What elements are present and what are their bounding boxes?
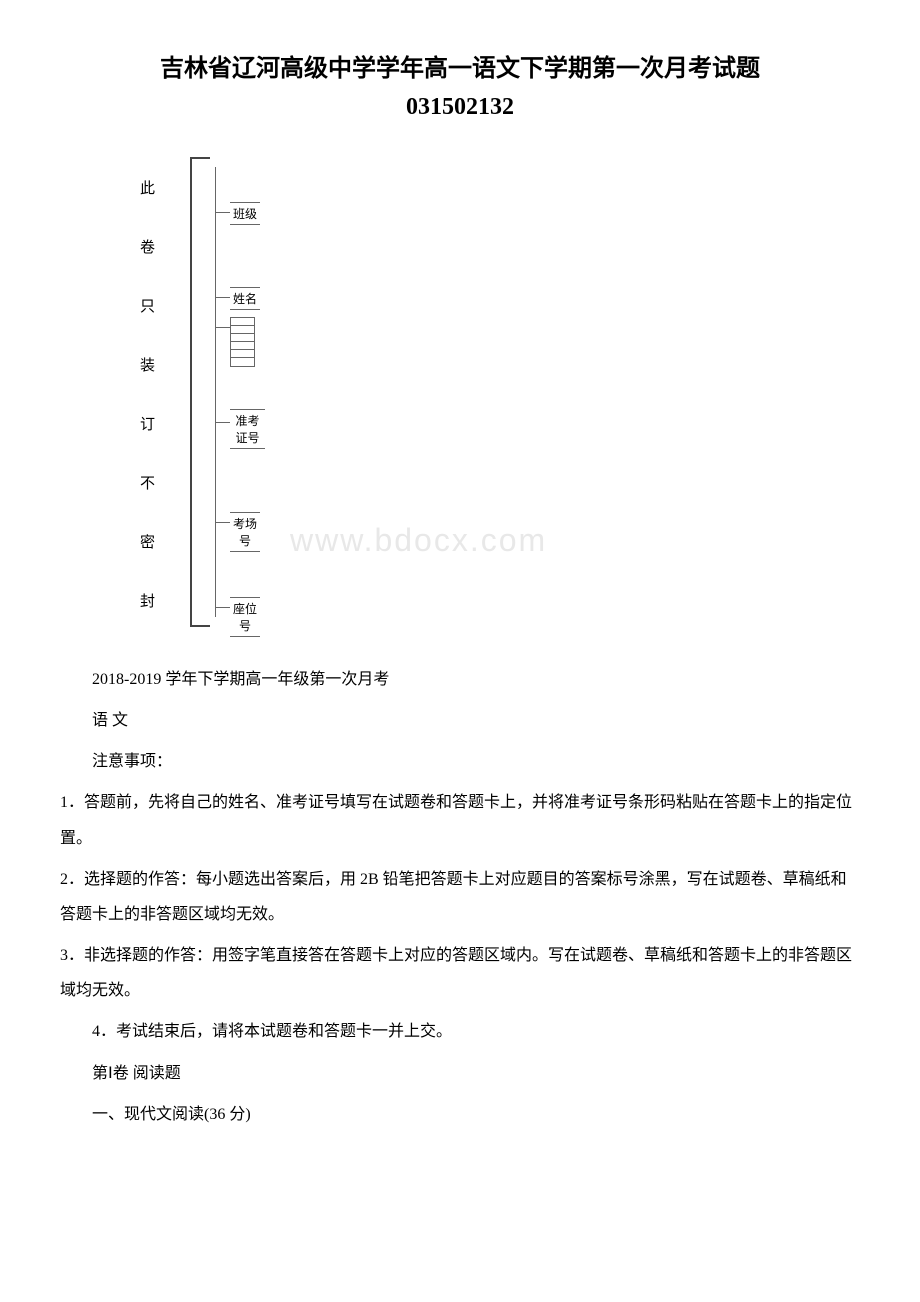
- connector-h-4: [215, 422, 230, 423]
- title-line-2: 031502132: [60, 88, 860, 126]
- field-room: 考场号: [230, 512, 260, 552]
- field-name: 姓名: [230, 287, 260, 310]
- paragraph-0: 2018-2019 学年下学期高一年级第一次月考: [60, 662, 860, 697]
- title-line-1: 吉林省辽河高级中学学年高一语文下学期第一次月考试题: [60, 50, 860, 88]
- connector-h-6: [215, 607, 230, 608]
- label-6: 密: [140, 531, 155, 552]
- paragraph-1: 语 文: [60, 703, 860, 738]
- paragraph-4: 2．选择题的作答：每小题选出答案后，用 2B 铅笔把答题卡上对应题目的答案标号涂…: [60, 862, 860, 932]
- connector-main-v: [215, 167, 216, 617]
- field-class: 班级: [230, 202, 260, 225]
- field-exam-number-grid: [230, 317, 255, 367]
- bracket-vertical: [190, 157, 192, 627]
- connector-h-3: [215, 327, 230, 328]
- label-7: 封: [140, 590, 155, 611]
- paragraph-2: 注意事项：: [60, 744, 860, 779]
- bracket-bottom-tick: [190, 625, 210, 627]
- paragraph-8: 一、现代文阅读(36 分): [60, 1097, 860, 1132]
- label-1: 卷: [140, 236, 155, 257]
- paragraph-3: 1．答题前，先将自己的姓名、准考证号填写在试题卷和答题卡上，并将准考证号条形码粘…: [60, 785, 860, 855]
- label-2: 只: [140, 295, 155, 316]
- paragraph-6: 4．考试结束后，请将本试题卷和答题卡一并上交。: [60, 1014, 860, 1049]
- paragraph-5: 3．非选择题的作答：用签字笔直接答在答题卡上对应的答题区域内。写在试题卷、草稿纸…: [60, 938, 860, 1008]
- document-title: 吉林省辽河高级中学学年高一语文下学期第一次月考试题 031502132: [60, 50, 860, 127]
- paragraph-7: 第Ⅰ卷 阅读题: [60, 1056, 860, 1091]
- label-5: 不: [140, 472, 155, 493]
- connector-h-2: [215, 297, 230, 298]
- label-4: 订: [140, 413, 155, 434]
- label-0: 此: [140, 177, 155, 198]
- left-vertical-labels: 此 卷 只 装 订 不 密 封: [140, 177, 155, 649]
- field-exam-id: 准考证号: [230, 409, 265, 449]
- connector-h-1: [215, 212, 230, 213]
- bracket-top-tick: [190, 157, 210, 159]
- connector-h-5: [215, 522, 230, 523]
- document-content: 2018-2019 学年下学期高一年级第一次月考 语 文 注意事项： 1．答题前…: [60, 662, 860, 1132]
- watermark-text: www.bdocx.com: [290, 522, 547, 559]
- binding-diagram: 此 卷 只 装 订 不 密 封 班级 姓名 准考证号 考: [140, 157, 860, 637]
- field-seat: 座位号: [230, 597, 260, 637]
- label-3: 装: [140, 354, 155, 375]
